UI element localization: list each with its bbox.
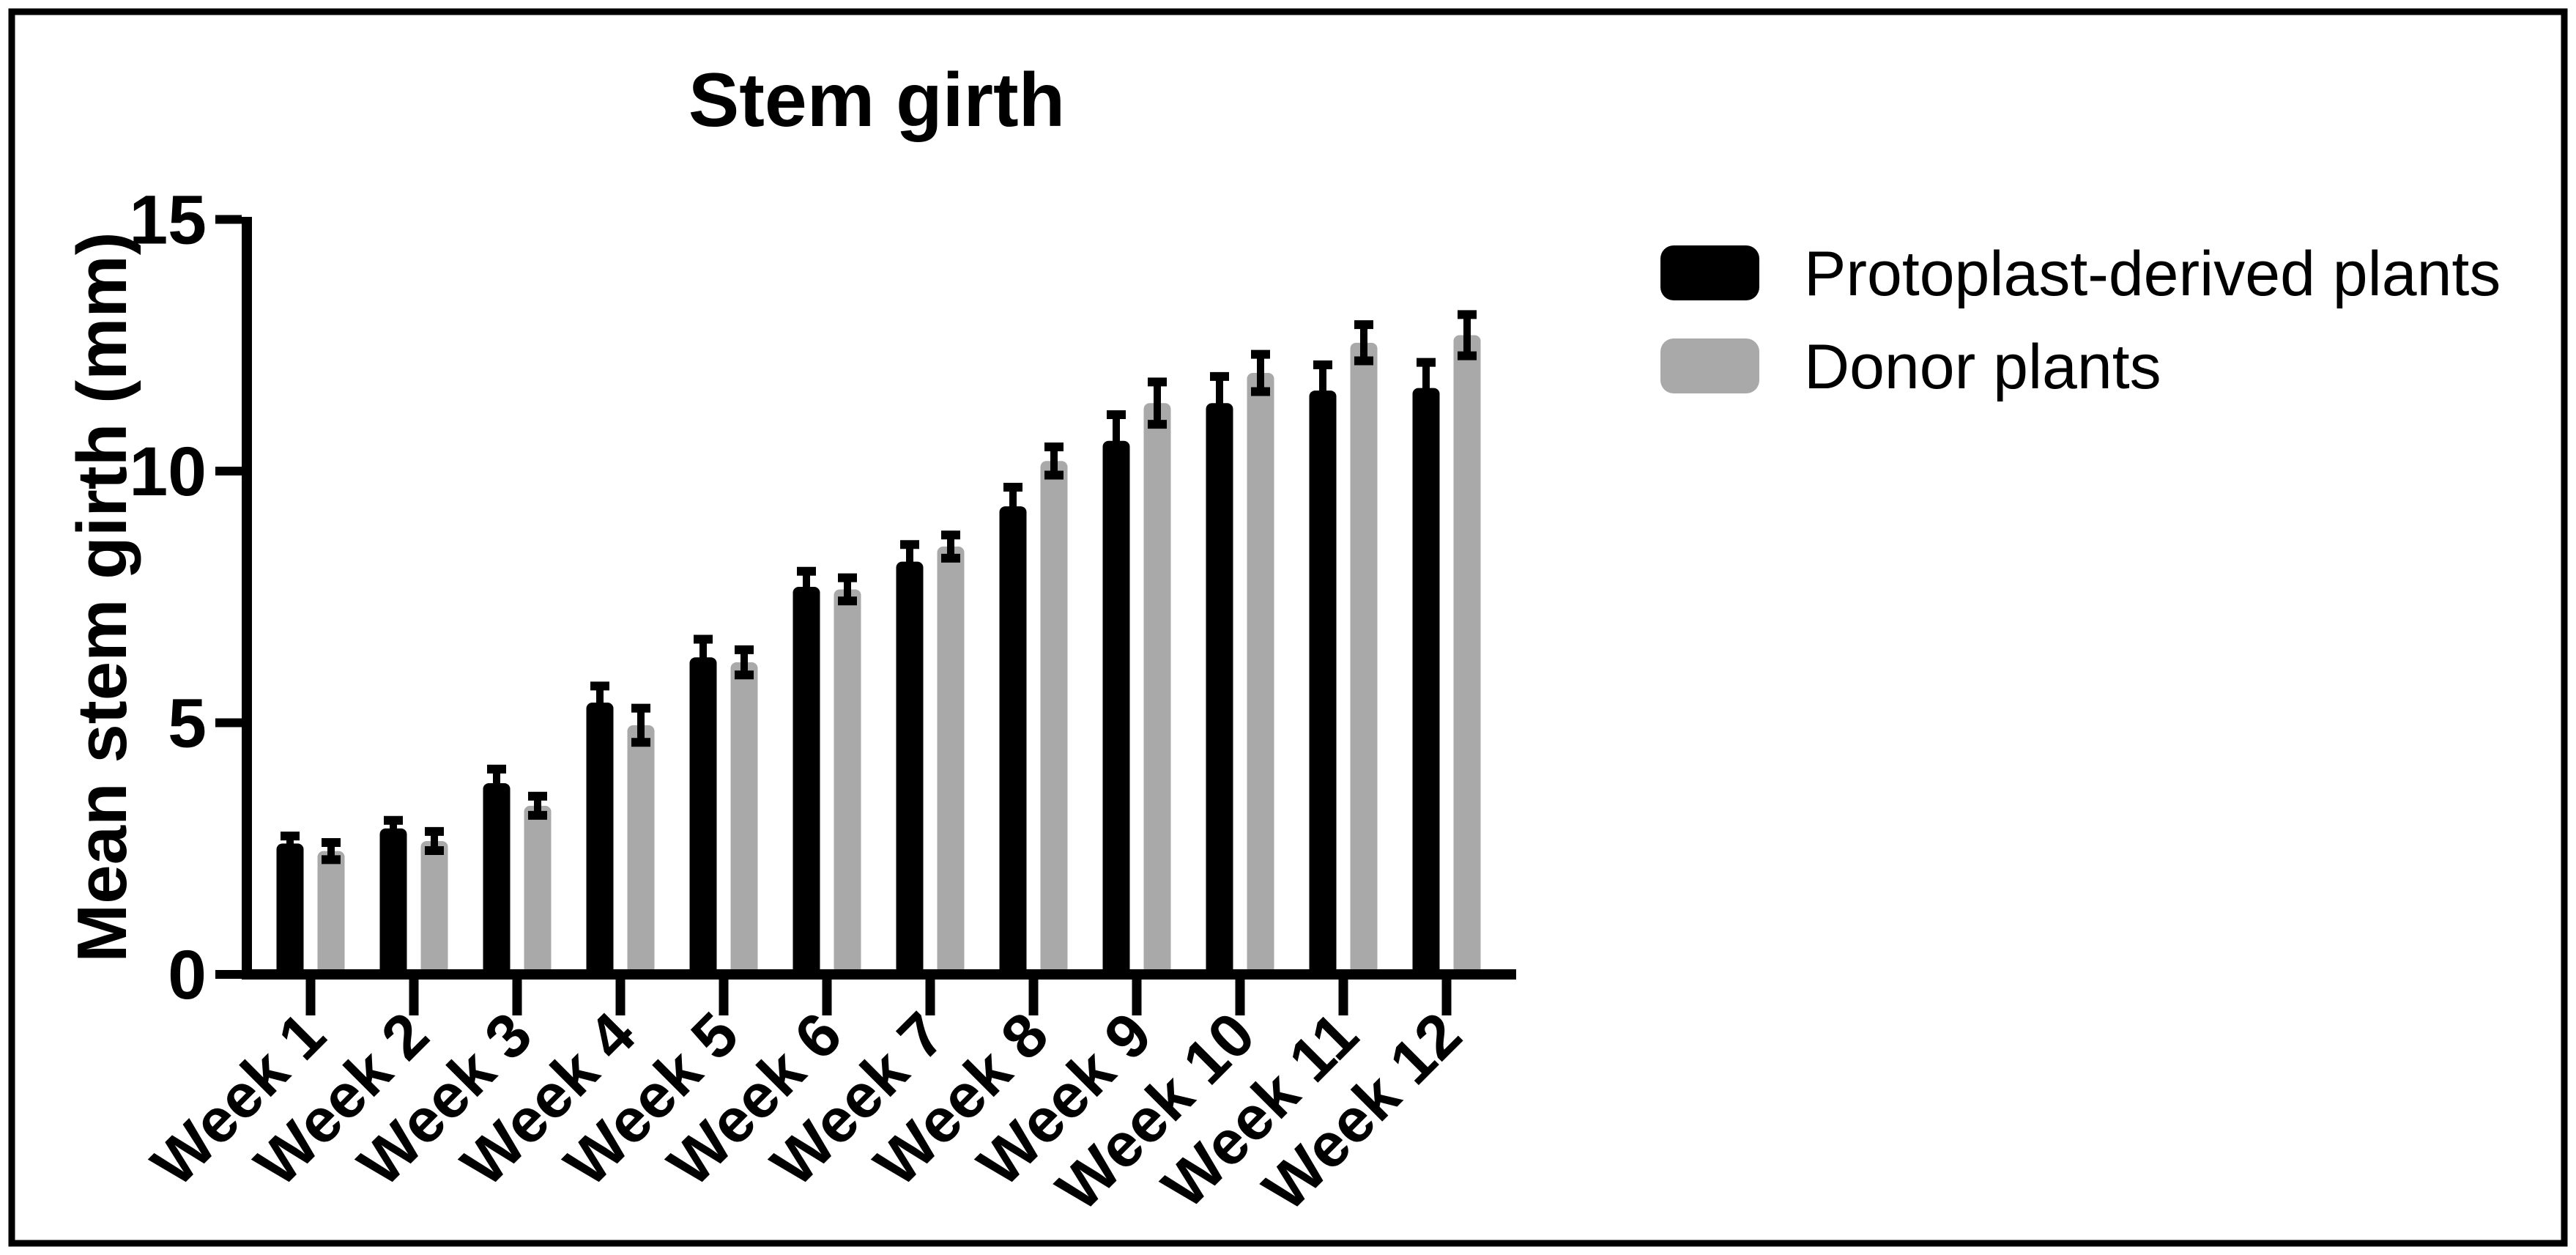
y-tick-label-10: 10 (129, 433, 207, 511)
bar-week-3-donor (524, 805, 552, 979)
bar-week-5-donor (730, 662, 758, 979)
bar-week-8-donor (1040, 461, 1068, 979)
bar-week-1-protoplast (276, 843, 304, 979)
chart-title: Stem girth (688, 58, 1065, 143)
legend-label-protoplast: Protoplast-derived plants (1804, 239, 2501, 309)
y-tick-label-5: 5 (168, 685, 207, 763)
bar-week-8-protoplast (999, 506, 1027, 979)
bar-week-7-donor (937, 547, 965, 979)
bar-week-2-protoplast (379, 828, 407, 979)
bar-week-11-protoplast (1309, 390, 1337, 979)
bar-week-4-protoplast (586, 703, 614, 979)
bar-week-5-protoplast (689, 657, 717, 979)
legend: Protoplast-derived plants Donor plants (1660, 239, 2501, 402)
bar-week-4-donor (627, 725, 655, 979)
bar-week-12-protoplast (1412, 388, 1440, 979)
bar-week-7-protoplast (896, 561, 924, 979)
bar-week-9-donor (1143, 403, 1171, 979)
y-tick-label-0: 0 (168, 936, 207, 1014)
figure-border (8, 8, 2568, 1247)
bar-week-6-donor (834, 589, 861, 979)
legend-label-donor: Donor plants (1804, 332, 2161, 402)
bar-week-11-donor (1350, 342, 1378, 979)
bar-week-2-donor (420, 840, 448, 979)
bar-week-10-protoplast (1206, 403, 1233, 979)
legend-swatch-donor (1660, 338, 1759, 393)
bar-week-9-protoplast (1102, 440, 1130, 979)
legend-swatch-protoplast (1660, 245, 1759, 300)
bar-week-10-donor (1247, 373, 1274, 979)
bar-week-3-protoplast (483, 782, 511, 979)
y-axis-title: Mean stem girth (mm) (63, 232, 141, 962)
bar-week-12-donor (1453, 335, 1481, 979)
bar-week-6-protoplast (793, 587, 820, 979)
y-tick-label-15: 15 (129, 182, 207, 259)
bar-week-1-donor (317, 851, 345, 979)
